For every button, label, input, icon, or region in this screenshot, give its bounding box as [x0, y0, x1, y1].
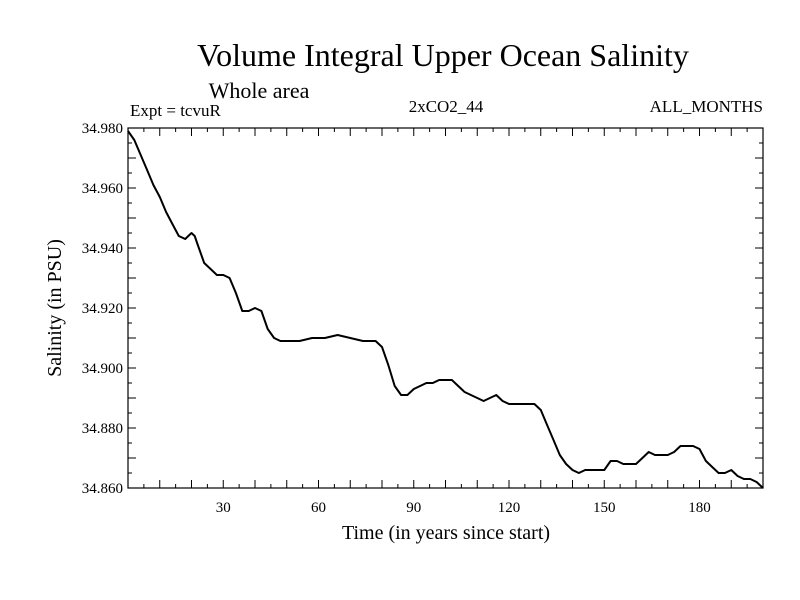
y-tick-label: 34.860 — [82, 481, 123, 497]
x-tick-label: 30 — [216, 500, 231, 516]
x-tick-label: 120 — [498, 500, 521, 516]
y-tick-label: 34.900 — [82, 361, 123, 377]
y-tick-label: 34.940 — [82, 241, 123, 257]
x-tick-label: 60 — [311, 500, 326, 516]
y-tick-label: 34.980 — [82, 121, 123, 137]
x-tick-label: 90 — [406, 500, 421, 516]
y-axis-label: Salinity (in PSU) — [44, 239, 66, 377]
experiment-label: Expt = tcvuR — [130, 101, 221, 120]
y-tick-label: 34.960 — [82, 181, 123, 197]
months-label: ALL_MONTHS — [650, 97, 763, 116]
x-axis-label: Time (in years since start) — [342, 522, 550, 544]
x-tick-label: 150 — [593, 500, 616, 516]
axis-ticks — [128, 128, 763, 488]
y-tick-labels: 34.860 34.880 34.900 34.920 34.940 34.960 34.9… — [82, 121, 123, 497]
scenario-label: 2xCO2_44 — [409, 97, 484, 116]
chart-title: Volume Integral Upper Ocean Salinity — [197, 37, 689, 73]
x-tick-labels: 30 60 90 120 150 180 — [216, 500, 711, 516]
y-tick-label: 34.920 — [82, 301, 123, 317]
x-tick-label: 180 — [688, 500, 711, 516]
salinity-series-line — [127, 130, 764, 489]
y-tick-label: 34.880 — [82, 421, 123, 437]
chart-subtitle: Whole area — [209, 78, 310, 103]
plot-frame — [127, 127, 764, 489]
